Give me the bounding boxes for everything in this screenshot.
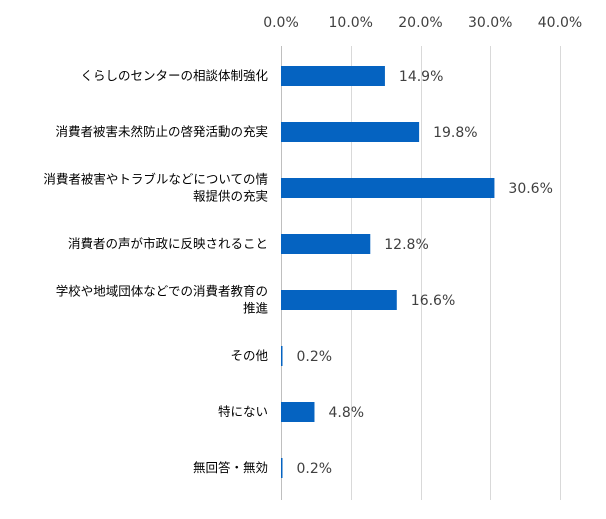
category-label-line: 特にない xyxy=(218,404,268,419)
bar xyxy=(281,178,495,198)
category-label-line: 推進 xyxy=(243,301,269,316)
category-label-line: 消費者被害やトラブルなどについての情 xyxy=(43,172,268,187)
category-label-line: 消費者の声が市政に反映されること xyxy=(68,236,268,251)
category-label: その他 xyxy=(230,348,268,363)
bar xyxy=(281,66,385,86)
data-label: 0.2% xyxy=(297,461,333,477)
data-label: 30.6% xyxy=(508,181,552,197)
bar xyxy=(281,122,420,142)
gridlines xyxy=(351,46,561,500)
category-label-line: 消費者被害未然防止の啓発活動の充実 xyxy=(55,124,268,139)
x-tick-label: 0.0% xyxy=(263,15,299,31)
category-label: 学校や地域団体などでの消費者教育の推進 xyxy=(56,284,269,316)
category-label-line: くらしのセンターの相談体制強化 xyxy=(80,68,268,83)
bars xyxy=(281,66,495,478)
category-label-line: 無回答・無効 xyxy=(193,460,268,475)
bar xyxy=(281,234,371,254)
category-label: 消費者の声が市政に反映されること xyxy=(68,236,268,251)
category-label-line: 報提供の充実 xyxy=(193,189,268,204)
category-label: 消費者被害やトラブルなどについての情報提供の充実 xyxy=(43,172,268,204)
data-label: 16.6% xyxy=(411,293,455,309)
category-label: 特にない xyxy=(218,404,268,419)
bar xyxy=(281,458,283,478)
x-tick-label: 30.0% xyxy=(468,15,512,31)
category-label: 無回答・無効 xyxy=(193,460,268,475)
bar xyxy=(281,290,397,310)
data-label: 12.8% xyxy=(384,237,428,253)
category-label: くらしのセンターの相談体制強化 xyxy=(80,68,268,83)
labels: 0.0% 10.0% 20.0% 30.0% 40.0% 14.9% くらしのセンターの相談… xyxy=(43,15,582,477)
x-tick-label: 40.0% xyxy=(538,15,582,31)
x-tick-label: 10.0% xyxy=(329,15,373,31)
bar xyxy=(281,402,315,422)
data-label: 19.8% xyxy=(433,125,477,141)
bar xyxy=(281,346,283,366)
x-tick-label: 20.0% xyxy=(398,15,442,31)
category-label-line: その他 xyxy=(230,348,268,363)
data-label: 14.9% xyxy=(399,69,443,85)
data-label: 4.8% xyxy=(328,405,364,421)
category-label-line: 学校や地域団体などでの消費者教育の xyxy=(56,284,268,299)
category-label: 消費者被害未然防止の啓発活動の充実 xyxy=(55,124,268,139)
data-label: 0.2% xyxy=(297,349,333,365)
